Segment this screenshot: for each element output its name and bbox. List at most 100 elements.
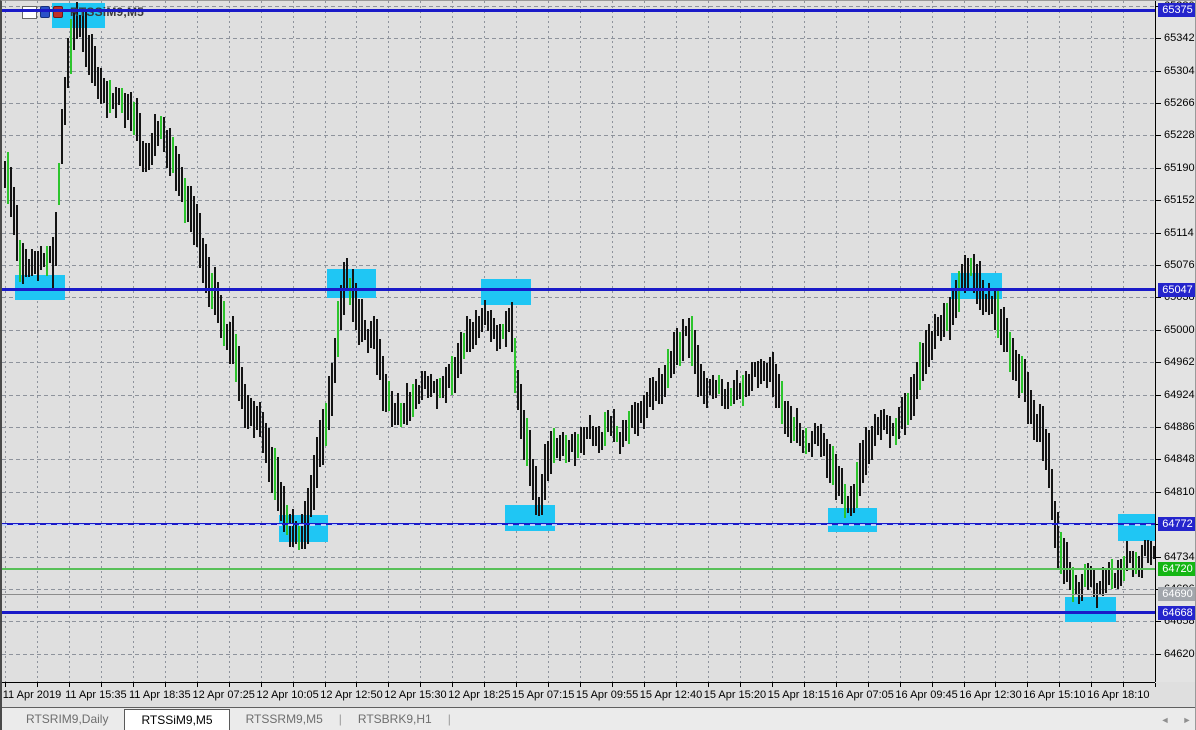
price-tick-label: 64886 — [1164, 420, 1195, 433]
candle — [823, 432, 825, 457]
chart-tabs: RTSRIM9,Daily RTSSiM9,M5 RTSSRM9,M5 | RTSBRK… — [10, 708, 451, 730]
grid-vline — [867, 1, 869, 682]
time-tick — [548, 683, 550, 687]
grid-vline — [260, 1, 262, 682]
candle — [502, 324, 504, 340]
time-tick-label: 16 Apr 09:45 — [895, 689, 958, 701]
grid-vline — [803, 1, 805, 682]
price-badge-64720: 64720 — [1158, 561, 1195, 576]
highlight-rectangle[interactable] — [828, 508, 877, 532]
candle — [169, 128, 171, 176]
candle — [274, 447, 276, 500]
candle — [835, 453, 837, 501]
candle — [715, 379, 717, 398]
price-tick — [1156, 394, 1161, 396]
price-badge-65375: 65375 — [1158, 3, 1195, 17]
candle — [850, 486, 852, 517]
thumb-down-red-icon — [53, 6, 63, 18]
candle — [94, 45, 96, 87]
tab-rtsbrk9-h1[interactable]: RTSBRK9,H1 — [357, 712, 432, 726]
highlight-rectangle[interactable] — [505, 505, 555, 531]
candle — [505, 310, 507, 348]
candle — [370, 320, 372, 349]
candle — [514, 337, 516, 393]
candle — [562, 431, 564, 456]
candle — [220, 295, 222, 338]
candle — [580, 427, 582, 453]
price-tick — [1156, 200, 1161, 202]
price-tick-label: 65114 — [1164, 226, 1194, 239]
grid-vline — [1059, 1, 1061, 682]
horizontal-line-65047[interactable] — [2, 288, 1155, 292]
candle — [991, 296, 993, 314]
horizontal-line-64668[interactable] — [2, 611, 1155, 615]
tab-scroll-right-icon[interactable]: ► — [1182, 715, 1192, 725]
time-tick — [260, 683, 262, 687]
candle — [796, 408, 798, 444]
highlight-rectangle[interactable] — [327, 269, 376, 298]
candle — [484, 300, 486, 325]
tab-rtsrim9-daily[interactable]: RTSRIM9,Daily — [26, 712, 109, 726]
candle — [103, 78, 105, 104]
tab-rtssim9-m5[interactable]: RTSSiM9,M5 — [124, 709, 230, 730]
candle — [685, 325, 687, 337]
candle — [331, 363, 333, 416]
time-axis[interactable]: 11 Apr 2019 11 Apr 15:35 11 Apr 18:35 12 Ap… — [2, 682, 1195, 707]
candle — [976, 263, 978, 304]
candle — [958, 270, 960, 312]
candle — [928, 324, 930, 367]
tab-scroll-left-icon[interactable]: ◄ — [1160, 715, 1170, 725]
grid-hline — [2, 167, 1155, 169]
highlight-rectangle[interactable] — [1118, 514, 1155, 541]
time-tick-label: 15 Apr 07:15 — [511, 689, 575, 701]
candle — [436, 379, 438, 409]
candle — [664, 364, 666, 397]
candle — [433, 380, 435, 394]
candle — [931, 330, 933, 361]
time-tick — [420, 683, 422, 687]
chart-title-overlay: RTSSiM9,M5 — [22, 4, 144, 20]
candle — [1150, 540, 1152, 566]
price-tick — [1156, 329, 1161, 331]
time-tick-label: 11 Apr 2019 — [2, 689, 62, 701]
tab-rtssrm9-m5[interactable]: RTSSRM9,M5 — [245, 712, 323, 726]
candle — [889, 416, 891, 448]
highlight-rectangle[interactable] — [481, 279, 531, 305]
candle — [10, 167, 12, 218]
candle — [37, 250, 39, 282]
candle — [46, 246, 48, 276]
grid-hline — [2, 200, 1155, 202]
candle — [667, 348, 669, 389]
time-tick — [1123, 683, 1125, 687]
candle — [637, 403, 639, 436]
time-tick — [931, 683, 933, 687]
price-tick — [1156, 232, 1161, 234]
candle — [43, 253, 45, 268]
candle — [919, 341, 921, 390]
time-tick — [1059, 683, 1061, 687]
candle — [748, 373, 750, 397]
horizontal-line-65375[interactable] — [2, 8, 1155, 12]
candle — [109, 80, 111, 114]
time-tick — [516, 683, 518, 687]
candle — [142, 140, 144, 172]
candle — [31, 248, 33, 277]
price-axis[interactable]: 6538065342653046526665228651906515265114… — [1156, 1, 1195, 682]
candle — [247, 394, 249, 429]
candle — [733, 379, 735, 404]
time-tick — [867, 683, 869, 687]
horizontal-line-64690[interactable] — [2, 593, 1155, 595]
candle — [1084, 564, 1086, 588]
tab-separator: | — [447, 712, 451, 726]
grid-hline — [2, 459, 1155, 461]
candle — [508, 308, 510, 332]
chart-plot-area[interactable]: RTSSiM9,M5 — [2, 1, 1155, 682]
candle — [409, 392, 411, 422]
price-tick-label: 64620 — [1164, 647, 1195, 660]
candle — [52, 236, 54, 289]
candle — [673, 332, 675, 375]
grid-vline — [132, 1, 134, 682]
candle — [160, 116, 162, 140]
candle — [949, 297, 951, 340]
candle — [1090, 566, 1092, 588]
